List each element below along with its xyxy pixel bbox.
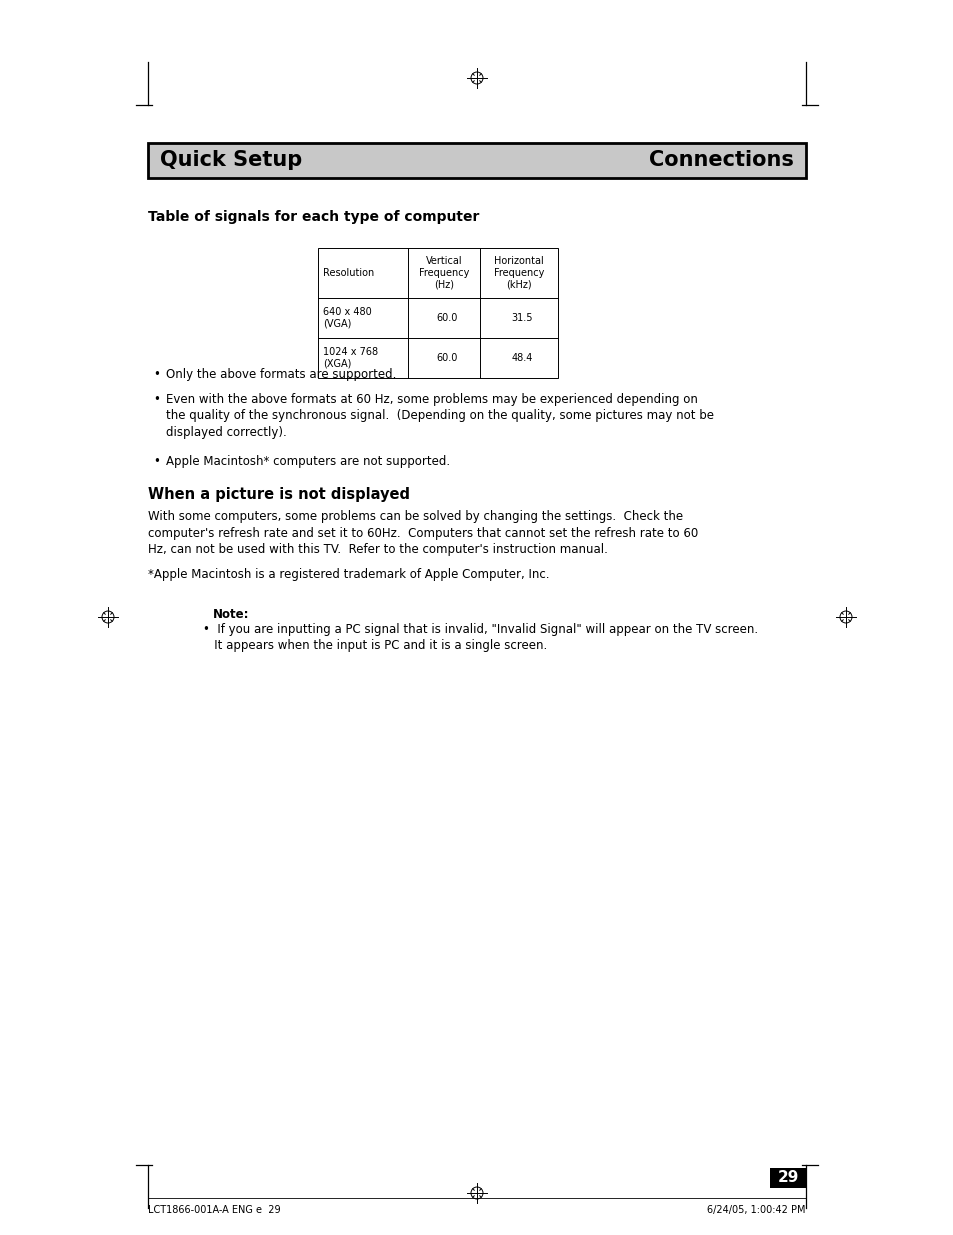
Bar (148, 143, 805, 178)
Text: 29: 29 (777, 1171, 798, 1186)
Text: •  If you are inputting a PC signal that is invalid, "Invalid Signal" will appea: • If you are inputting a PC signal that … (203, 622, 758, 652)
Text: Connections: Connections (648, 151, 793, 170)
Text: Horizontal
Frequency
(kHz): Horizontal Frequency (kHz) (494, 257, 543, 289)
Text: 640 x 480
(VGA): 640 x 480 (VGA) (323, 308, 372, 329)
Text: When a picture is not displayed: When a picture is not displayed (148, 487, 410, 501)
Text: 31.5: 31.5 (511, 312, 532, 324)
Bar (317, 248, 558, 378)
Text: 48.4: 48.4 (511, 353, 532, 363)
Text: •: • (152, 454, 160, 468)
Text: *Apple Macintosh is a registered trademark of Apple Computer, Inc.: *Apple Macintosh is a registered tradema… (148, 568, 549, 580)
Text: 60.0: 60.0 (436, 312, 457, 324)
Text: Apple Macintosh* computers are not supported.: Apple Macintosh* computers are not suppo… (166, 454, 450, 468)
Text: •: • (152, 393, 160, 406)
Text: Quick Setup: Quick Setup (160, 151, 302, 170)
Text: Only the above formats are supported.: Only the above formats are supported. (166, 368, 395, 382)
Text: Even with the above formats at 60 Hz, some problems may be experienced depending: Even with the above formats at 60 Hz, so… (166, 393, 713, 438)
Text: Resolution: Resolution (323, 268, 374, 278)
Text: LCT1866-001A-A ENG e  29: LCT1866-001A-A ENG e 29 (148, 1205, 280, 1215)
Text: Vertical
Frequency
(Hz): Vertical Frequency (Hz) (418, 257, 469, 289)
Text: 60.0: 60.0 (436, 353, 457, 363)
Bar (769, 1168, 805, 1188)
Text: 1024 x 768
(XGA): 1024 x 768 (XGA) (323, 347, 377, 369)
Text: Table of signals for each type of computer: Table of signals for each type of comput… (148, 210, 478, 224)
Text: With some computers, some problems can be solved by changing the settings.  Chec: With some computers, some problems can b… (148, 510, 698, 556)
Text: 6/24/05, 1:00:42 PM: 6/24/05, 1:00:42 PM (707, 1205, 805, 1215)
Text: •: • (152, 368, 160, 382)
Text: Note:: Note: (213, 608, 250, 621)
